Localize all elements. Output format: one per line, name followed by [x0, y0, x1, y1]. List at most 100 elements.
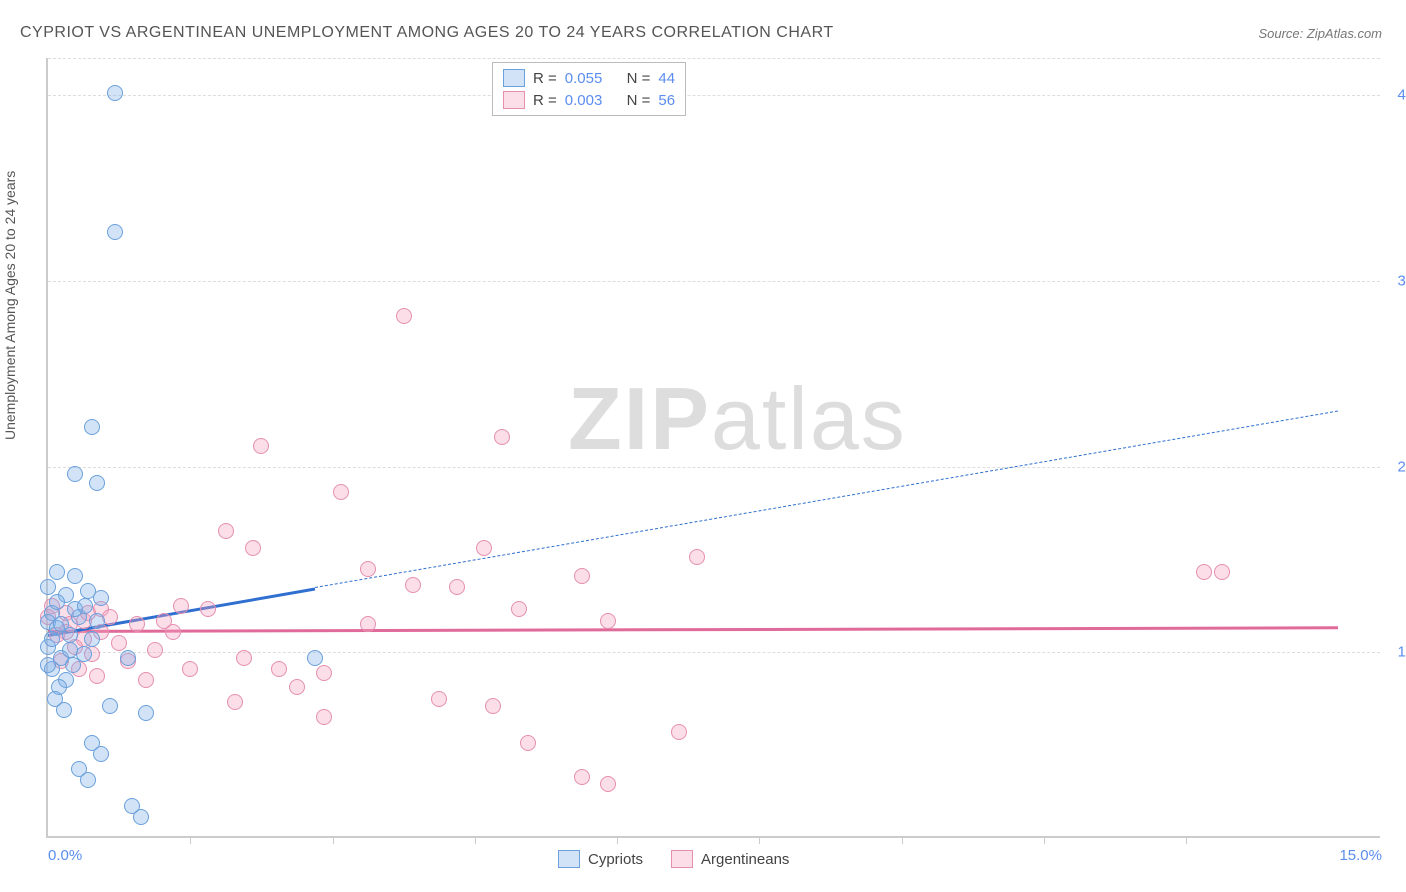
point-argentinean	[396, 308, 412, 324]
watermark-light: atlas	[711, 369, 907, 468]
point-cypriot	[49, 594, 65, 610]
point-argentinean	[485, 698, 501, 714]
legend-series-label: Cypriots	[588, 851, 643, 868]
point-argentinean	[316, 665, 332, 681]
x-tick	[190, 836, 191, 844]
stat-r-label: R =	[533, 92, 557, 109]
point-cypriot	[67, 466, 83, 482]
gridline-h	[48, 58, 1380, 59]
legend-swatch	[503, 69, 525, 87]
point-cypriot	[56, 702, 72, 718]
point-argentinean	[173, 598, 189, 614]
point-cypriot	[80, 772, 96, 788]
point-cypriot	[120, 650, 136, 666]
point-argentinean	[253, 438, 269, 454]
point-cypriot	[89, 475, 105, 491]
gridline-h	[48, 467, 1380, 468]
stat-r-value: 0.003	[565, 92, 603, 109]
point-argentinean	[511, 601, 527, 617]
point-argentinean	[600, 613, 616, 629]
x-tick-label: 15.0%	[1339, 847, 1382, 864]
point-cypriot	[93, 746, 109, 762]
legend-stats-row: R = 0.003 N = 56	[503, 89, 675, 111]
legend-series-item: Cypriots	[558, 850, 643, 868]
legend-swatch	[558, 850, 580, 868]
chart-title: CYPRIOT VS ARGENTINEAN UNEMPLOYMENT AMON…	[20, 24, 834, 42]
stat-n-label: N =	[627, 70, 651, 87]
point-cypriot	[40, 657, 56, 673]
legend-series-label: Argentineans	[701, 851, 789, 868]
x-tick	[902, 836, 903, 844]
point-argentinean	[182, 661, 198, 677]
point-cypriot	[107, 224, 123, 240]
point-cypriot	[102, 698, 118, 714]
point-cypriot	[65, 657, 81, 673]
point-cypriot	[84, 419, 100, 435]
y-tick-label: 40.0%	[1397, 87, 1406, 104]
point-argentinean	[245, 540, 261, 556]
point-argentinean	[574, 568, 590, 584]
point-argentinean	[227, 694, 243, 710]
point-argentinean	[600, 776, 616, 792]
gridline-h	[48, 281, 1380, 282]
legend-stats: R = 0.055 N = 44 R = 0.003 N = 56	[492, 62, 686, 116]
point-cypriot	[84, 631, 100, 647]
point-argentinean	[494, 429, 510, 445]
x-tick	[333, 836, 334, 844]
point-argentinean	[360, 561, 376, 577]
point-argentinean	[476, 540, 492, 556]
point-argentinean	[138, 672, 154, 688]
point-argentinean	[147, 642, 163, 658]
point-argentinean	[129, 616, 145, 632]
point-argentinean	[111, 635, 127, 651]
watermark: ZIPatlas	[568, 368, 907, 470]
legend-swatch	[503, 91, 525, 109]
plot-area: ZIPatlas 10.0%20.0%30.0%40.0%0.0%15.0%	[46, 58, 1380, 838]
legend-swatch	[671, 850, 693, 868]
x-tick	[475, 836, 476, 844]
point-argentinean	[360, 616, 376, 632]
point-argentinean	[1214, 564, 1230, 580]
stat-n-value: 56	[658, 92, 675, 109]
point-cypriot	[93, 590, 109, 606]
x-tick	[617, 836, 618, 844]
source-label: Source: ZipAtlas.com	[1258, 26, 1382, 41]
point-cypriot	[89, 613, 105, 629]
point-argentinean	[431, 691, 447, 707]
point-argentinean	[689, 549, 705, 565]
point-argentinean	[449, 579, 465, 595]
point-cypriot	[40, 579, 56, 595]
watermark-bold: ZIP	[568, 369, 711, 468]
point-argentinean	[289, 679, 305, 695]
trendline	[48, 626, 1338, 633]
stat-r-value: 0.055	[565, 70, 603, 87]
point-argentinean	[156, 613, 172, 629]
x-tick-label: 0.0%	[48, 847, 82, 864]
x-tick	[1186, 836, 1187, 844]
legend-stats-row: R = 0.055 N = 44	[503, 67, 675, 89]
point-argentinean	[236, 650, 252, 666]
point-argentinean	[671, 724, 687, 740]
point-argentinean	[333, 484, 349, 500]
x-tick	[759, 836, 760, 844]
legend-series-item: Argentineans	[671, 850, 789, 868]
point-cypriot	[138, 705, 154, 721]
point-argentinean	[405, 577, 421, 593]
point-cypriot	[133, 809, 149, 825]
x-tick	[1044, 836, 1045, 844]
point-argentinean	[200, 601, 216, 617]
stat-n-value: 44	[658, 70, 675, 87]
point-cypriot	[107, 85, 123, 101]
stat-n-label: N =	[627, 92, 651, 109]
point-cypriot	[77, 598, 93, 614]
y-tick-label: 20.0%	[1397, 458, 1406, 475]
y-axis-label: Unemployment Among Ages 20 to 24 years	[2, 171, 18, 440]
point-argentinean	[218, 523, 234, 539]
point-argentinean	[1196, 564, 1212, 580]
point-cypriot	[62, 642, 78, 658]
point-cypriot	[53, 616, 69, 632]
gridline-h	[48, 95, 1380, 96]
y-tick-label: 10.0%	[1397, 644, 1406, 661]
legend-series: Cypriots Argentineans	[558, 850, 789, 868]
stat-r-label: R =	[533, 70, 557, 87]
